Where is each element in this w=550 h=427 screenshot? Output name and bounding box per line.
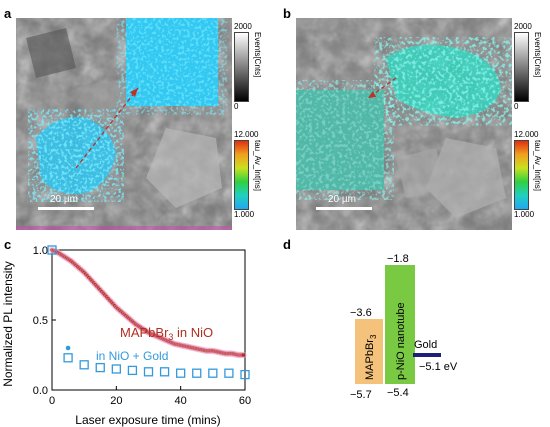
y-axis-ticks: 0.0 0.5 1.0 (33, 245, 56, 397)
gold-point-marker (65, 345, 71, 351)
gold-label: Gold (414, 339, 437, 351)
nio-bottom-energy: −5.4 (387, 387, 409, 399)
series-in-nio-gold (47, 245, 250, 380)
y-tick-label: 0.5 (33, 315, 48, 327)
tau-colorbar-b (514, 140, 529, 210)
gold-point (111, 364, 121, 374)
fluorescence-cluster-b (386, 44, 501, 118)
events-max-a: 2000 (234, 22, 252, 31)
gold-point (63, 353, 73, 363)
micrograph-b (296, 18, 512, 230)
gold-point (176, 368, 186, 378)
events-title-a: Events[Cnts] (253, 32, 262, 78)
scale-bar-b (316, 207, 372, 210)
events-colorbar-a (234, 32, 249, 102)
x-tick-label: 40 (175, 395, 187, 407)
gold-level (413, 353, 441, 357)
tau-min-a: 1.000 (234, 210, 255, 219)
nio-band-label: p-NiO nanotube (395, 302, 407, 380)
events-title-b: Events[Cnts] (533, 32, 542, 78)
series-mapbbr-in-nio (48, 246, 247, 359)
gold-point (127, 365, 138, 376)
mapbbr-point (241, 353, 246, 357)
fluorescence-cluster-a (36, 117, 116, 194)
scale-bar-label-b: 20 µm (328, 194, 356, 205)
panel-letter-a: a (4, 6, 12, 21)
gold-point (224, 368, 234, 378)
panel-letter-b: b (283, 6, 291, 21)
gold-point (159, 367, 170, 377)
y-axis-label: Normalized PL intensity (1, 261, 15, 387)
tau-min-b: 1.000 (514, 210, 535, 219)
events-colorbar-b (514, 32, 529, 102)
gold-point (192, 368, 202, 378)
x-tick-label: 0 (49, 395, 55, 407)
tau-title-a: tau_Av_Int[ns] (253, 140, 262, 191)
gold-point (47, 245, 57, 255)
events-min-a: 0 (234, 102, 239, 111)
y-tick-label: 1.0 (33, 245, 48, 257)
x-tick-label: 60 (239, 395, 251, 407)
gold-point (95, 362, 105, 373)
zoom-inset-a (126, 18, 218, 106)
dashed-arrow-a (75, 87, 139, 169)
mapbbr-top-energy: −3.6 (350, 307, 372, 319)
legend-in-nio-gold: in NiO + Gold (96, 349, 168, 363)
gold-point (208, 368, 218, 378)
events-max-b: 2000 (514, 22, 532, 31)
panel-letter-d: d (283, 237, 291, 252)
band-diagram: MAPbBr3 p-NiO nanotube Gold −3.6 −5.7 −1… (350, 253, 458, 401)
mapbbr-bottom-energy: −5.7 (350, 389, 372, 401)
nio-band (385, 265, 415, 384)
mapbbr-band (355, 319, 383, 384)
tau-max-b: 12.000 (514, 130, 539, 139)
panel-letter-c: c (4, 237, 12, 252)
legend-mapbbr-in-nio: MAPbBr3 in NiO (120, 325, 213, 342)
zoom-inset-b (296, 90, 384, 190)
x-axis-ticks: 0 20 40 60 (49, 386, 251, 407)
events-min-b: 0 (514, 102, 519, 111)
y-tick-label: 0.0 (33, 385, 48, 397)
gold-energy: −5.1 eV (419, 361, 458, 373)
pl-intensity-chart: 0.0 0.5 1.0 0 20 40 60 MAPbBr3 in NiO in NiO … (1, 245, 251, 427)
gold-point (79, 360, 89, 370)
tau-colorbar-a (234, 140, 249, 210)
x-tick-label: 20 (110, 395, 122, 407)
micrograph-a (16, 18, 232, 230)
nio-top-energy: −1.8 (387, 253, 409, 265)
gold-point (143, 367, 154, 377)
tau-max-a: 12.000 (234, 130, 259, 139)
scale-bar-label-a: 20 µm (50, 194, 78, 205)
scale-bar-a (38, 207, 94, 210)
x-axis-label: Laser exposure time (mins) (75, 413, 220, 427)
tau-title-b: tau_Av_Int[ns] (533, 140, 542, 191)
gold-point (240, 369, 250, 380)
mapbbr-band-label: MAPbBr3 (364, 334, 378, 380)
